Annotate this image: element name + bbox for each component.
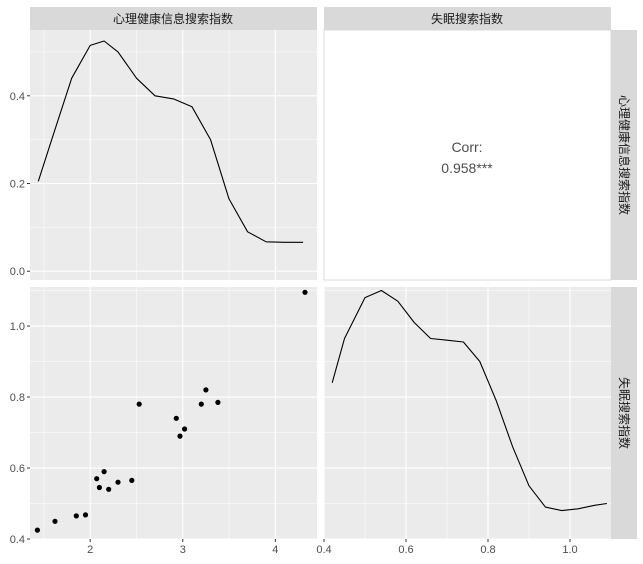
x-tick-label: 3 (180, 544, 186, 556)
y-tick-label: 0.6 (10, 463, 25, 475)
axis-layer: 0.0 0.2 0.4 0.4 0.6 0.8 1.0 2 3 4 0.4 0.6 0.8 1.0 (10, 91, 578, 556)
col-strip-2-label: 失眠搜索指数 (431, 11, 503, 26)
panel-density-1 (30, 30, 317, 280)
x-tick-label: 1.0 (562, 544, 577, 556)
scatter-point (101, 469, 107, 475)
scatter-point (173, 415, 179, 421)
y-tick-label: 0.4 (10, 91, 25, 103)
marks-layer (34, 40, 607, 533)
x-tick-label: 0.6 (398, 544, 413, 556)
col-strip-1-label: 心理健康信息搜索指数 (113, 11, 233, 26)
scatter-point (96, 484, 102, 491)
corr-label: Corr: (451, 139, 482, 155)
scatter-point (73, 513, 79, 519)
row-strip-2-label: 失眠搜索指数 (617, 377, 632, 449)
row-strip-1-label: 心理健康信息搜索指数 (617, 95, 632, 215)
scatter-point (106, 486, 112, 492)
density-line-2 (331, 289, 607, 512)
x-tick-label: 4 (272, 544, 278, 556)
row-strip-1-bg (611, 30, 637, 280)
scatter-point (82, 512, 89, 518)
scatter-point (115, 479, 121, 485)
row-strip-2-bg (611, 287, 637, 539)
scatter-point (203, 387, 209, 393)
scatter-point (129, 477, 135, 483)
y-tick-label: 0.0 (10, 266, 25, 278)
scatter-point (198, 401, 204, 407)
density-line-1 (37, 40, 304, 243)
scatter-point (136, 401, 142, 407)
grid-layer (30, 30, 611, 540)
scatter-point (302, 289, 308, 295)
scatter-point (94, 476, 100, 482)
col-strip-1-bg (30, 7, 317, 30)
panel-corr (323, 29, 612, 281)
scatter-point (182, 426, 188, 432)
panel-density-2 (324, 287, 611, 539)
panel-scatter (30, 287, 317, 539)
x-tick-label: 2 (87, 544, 93, 556)
y-tick-label: 1.0 (10, 321, 25, 333)
scatter-point (34, 527, 41, 533)
scatter-point (52, 518, 58, 524)
y-tick-label: 0.4 (10, 534, 25, 546)
col-strip-2-bg (324, 7, 611, 30)
scatter-point (215, 399, 221, 405)
scatter-point (177, 433, 183, 439)
x-tick-label: 0.8 (480, 544, 495, 556)
corr-value: 0.958*** (441, 160, 493, 176)
x-tick-label: 0.4 (316, 544, 331, 556)
y-tick-label: 0.8 (10, 392, 25, 404)
y-tick-label: 0.2 (10, 179, 25, 191)
